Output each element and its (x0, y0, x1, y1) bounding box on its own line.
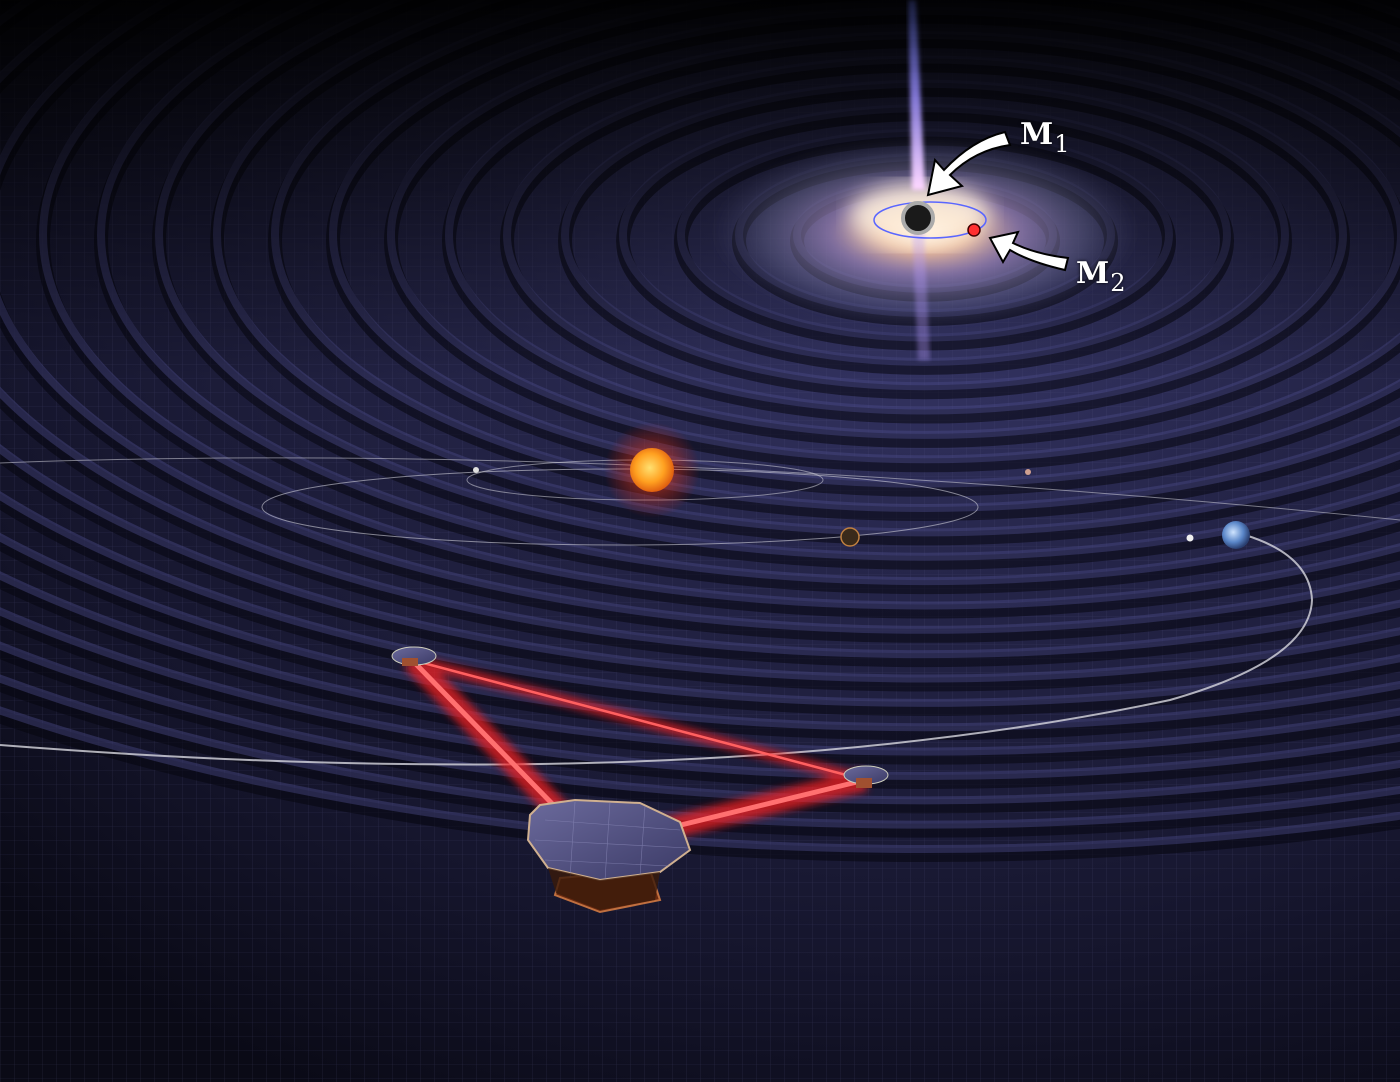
mars (1025, 469, 1031, 475)
arrow-to-m1 (926, 130, 1012, 197)
arrow-to-m2 (988, 230, 1070, 272)
venus (840, 527, 860, 547)
mercury (473, 467, 479, 473)
sun (630, 448, 674, 492)
spacecraft-main (526, 798, 692, 914)
relativistic-jet (908, 0, 925, 190)
spacecraft-right (843, 765, 889, 788)
mass-label-m1: M1 (1020, 117, 1071, 158)
earth (1222, 521, 1250, 549)
black-hole-m1 (901, 201, 935, 235)
binary-orbit (873, 201, 987, 239)
spacecraft-left (391, 646, 437, 666)
moon (1186, 534, 1194, 542)
laser-beam-b (410, 658, 570, 822)
companion-m2 (967, 223, 981, 237)
laser-beam-a (411, 658, 866, 782)
lower-jet (912, 230, 930, 360)
mass-label-m2: M2 (1076, 256, 1127, 297)
earth-orbit (0, 534, 1314, 766)
